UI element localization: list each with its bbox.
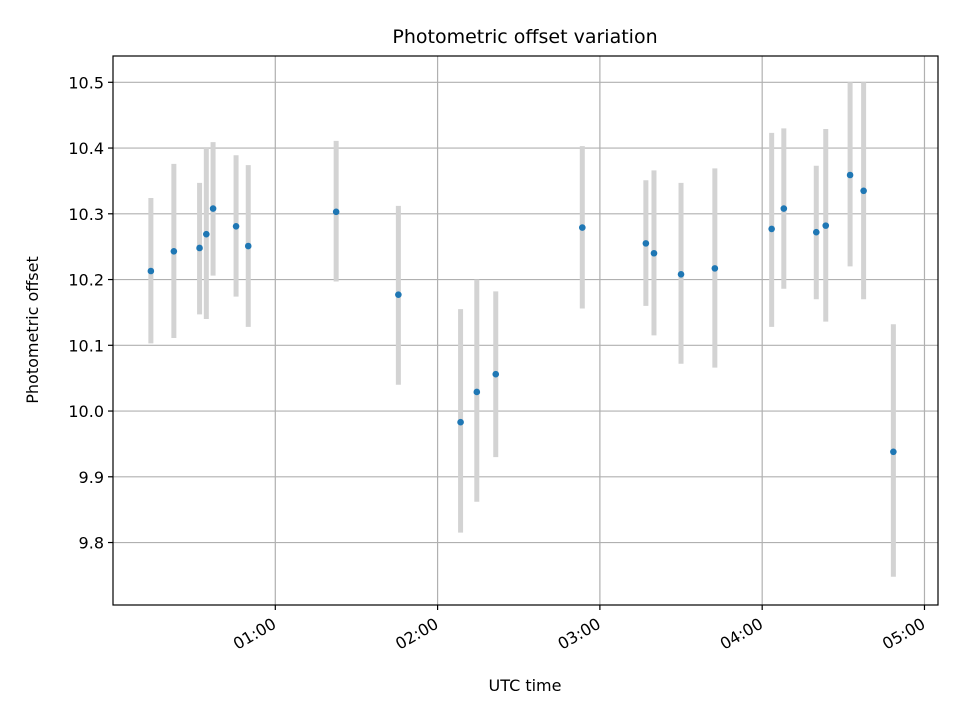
data-points [147, 171, 897, 456]
y-tick-label: 10.1 [68, 336, 104, 355]
data-point [244, 242, 252, 250]
data-point [492, 370, 500, 378]
data-point [332, 208, 340, 216]
data-point [846, 171, 854, 179]
data-point [860, 187, 867, 195]
data-point [579, 224, 586, 231]
y-tick-label: 10.0 [68, 402, 104, 421]
data-point [457, 418, 464, 426]
data-point [642, 240, 650, 247]
y-tick-label: 9.8 [79, 534, 104, 553]
data-point [780, 205, 788, 212]
data-point [203, 230, 210, 238]
data-point [232, 222, 240, 230]
data-point [677, 270, 685, 278]
data-point [812, 228, 820, 236]
chart-title: Photometric offset variation [392, 26, 657, 48]
y-tick-label: 10.5 [68, 73, 104, 92]
data-point [890, 448, 897, 456]
y-tick-label: 10.3 [68, 205, 104, 224]
plot-frame [112, 55, 939, 606]
data-point [650, 249, 658, 257]
data-point [196, 244, 203, 252]
data-point [147, 267, 155, 275]
x-axis-label: UTC time [489, 676, 562, 695]
data-point [209, 205, 217, 212]
data-point [822, 222, 830, 229]
y-tick-label: 10.4 [68, 139, 104, 158]
y-axis-ticks: 9.8 9.9 10.0 10.1 10.2 10.3 10.4 10.5 [68, 73, 113, 553]
y-axis-label: Photometric offset [23, 256, 42, 404]
y-tick-label: 10.2 [68, 271, 104, 290]
data-point [395, 291, 402, 298]
y-tick-label: 9.9 [79, 468, 104, 487]
data-point [768, 225, 775, 233]
data-point [473, 388, 481, 396]
data-point [711, 265, 719, 272]
data-point [170, 247, 178, 255]
